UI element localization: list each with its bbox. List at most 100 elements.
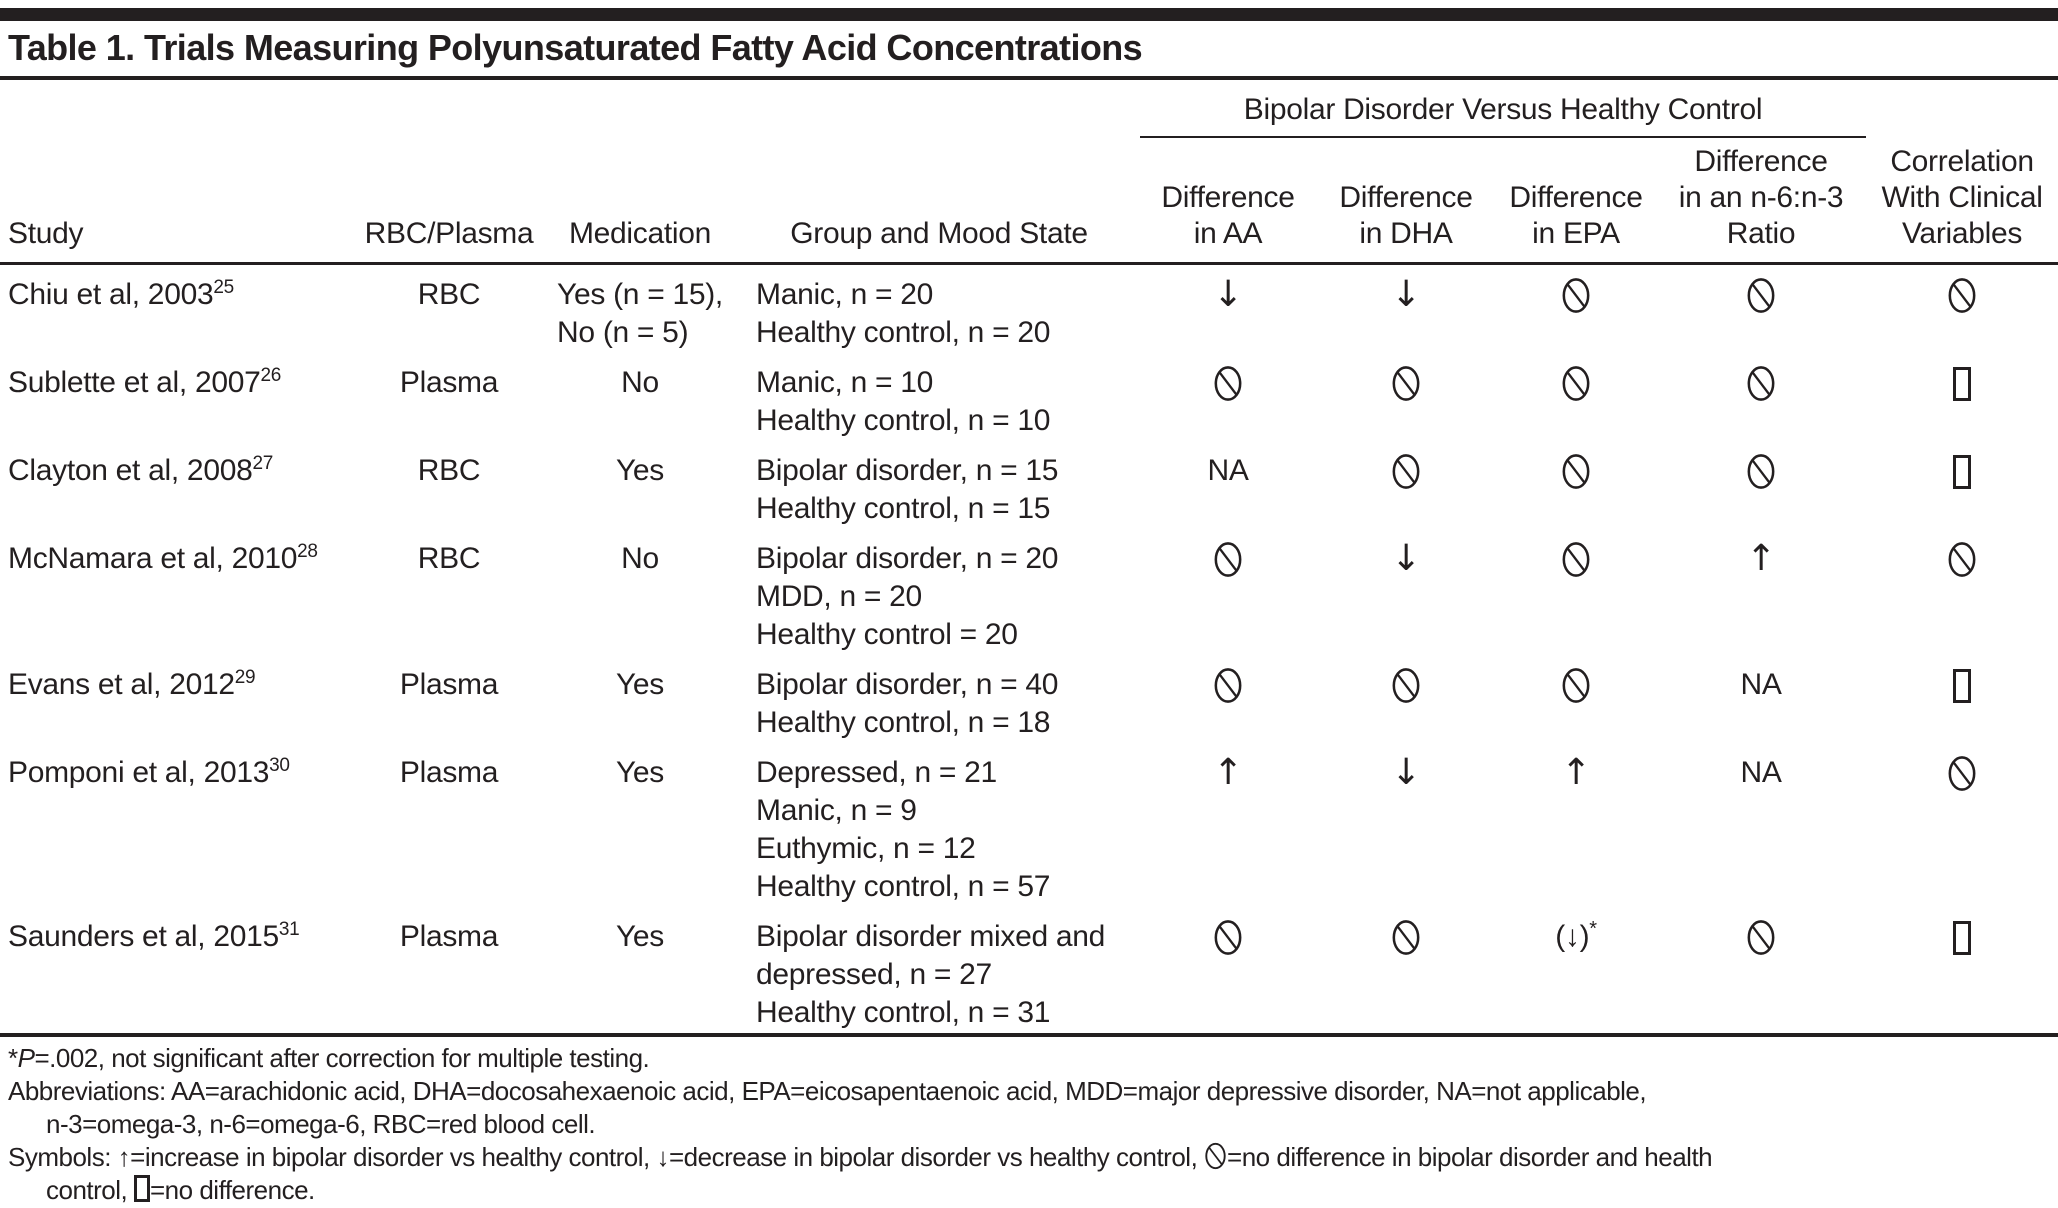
asterisk: * (8, 1043, 18, 1073)
group-mood-text: Bipolar disorder, n = 15 Healthy control… (756, 454, 1059, 525)
no-difference-circle-icon (1562, 454, 1590, 489)
column-header-study: Study (0, 137, 356, 265)
difference-epa-cell (1496, 353, 1656, 441)
column-header-difference-epa: Difference in EPA (1496, 137, 1656, 265)
table-bottom-rule (0, 1033, 2058, 1037)
study-name: Clayton et al, 2008 (8, 454, 253, 487)
study-cell: Clayton et al, 200827 (0, 441, 356, 529)
column-header-difference-n6-n3-ratio: Difference in an n-6:n-3 Ratio (1656, 137, 1867, 265)
table-row: Saunders et al, 201531 Plasma Yes Bipola… (0, 907, 2058, 1033)
decrease-arrow-icon: ↓ (1391, 752, 1421, 793)
no-difference-circle-icon (1747, 366, 1775, 401)
reference-superscript: 27 (252, 453, 274, 474)
table-row: Evans et al, 201229 Plasma Yes Bipolar d… (0, 655, 2058, 743)
decrease-arrow-icon: ↓ (1391, 274, 1421, 315)
medication-cell: Yes (542, 441, 738, 529)
difference-epa-cell: (↓)* (1496, 907, 1656, 1033)
difference-epa-cell (1496, 529, 1656, 655)
study-name: Evans et al, 2012 (8, 668, 235, 701)
group-mood-cell: Depressed, n = 21 Manic, n = 9 Euthymic,… (738, 743, 1140, 907)
correlation-cell (1866, 743, 2058, 907)
table-title: Table 1. Trials Measuring Polyunsaturate… (8, 27, 1143, 68)
footnote-symbols-line2: control, =no difference. (8, 1174, 2052, 1207)
table-row: Sublette et al, 200726 Plasma No Manic, … (0, 353, 2058, 441)
difference-aa-cell (1140, 353, 1316, 441)
top-rule-bar (0, 8, 2058, 21)
difference-dha-cell: ↓ (1316, 529, 1496, 655)
study-name: Sublette et al, 2007 (8, 366, 261, 399)
symbols-legend-text: =no difference in bipolar disorder and h… (1227, 1142, 1713, 1172)
footnote-abbreviations-line2: n-3=omega-3, n-6=omega-6, RBC=red blood … (46, 1109, 596, 1139)
pufa-trials-table: Bipolar Disorder Versus Healthy Control … (0, 80, 2058, 1033)
study-cell: Pomponi et al, 201330 (0, 743, 356, 907)
group-mood-text: Manic, n = 20 Healthy control, n = 20 (756, 278, 1051, 349)
no-difference-circle-icon (1392, 454, 1420, 489)
no-difference-circle-icon (1392, 920, 1420, 955)
sample-type-cell: RBC (417, 542, 481, 575)
symbols-legend-text: =no difference. (150, 1175, 315, 1205)
correlation-cell (1866, 353, 2058, 441)
no-difference-circle-icon (1562, 366, 1590, 401)
column-header-row: Study RBC/Plasma Medication Group and Mo… (0, 137, 2058, 265)
no-difference-circle-icon (1747, 920, 1775, 955)
decrease-arrow-icon: ↓ (1391, 538, 1421, 579)
group-mood-cell: Bipolar disorder mixed and depressed, n … (738, 907, 1140, 1033)
medication-text: No (621, 366, 659, 399)
study-name: McNamara et al, 2010 (8, 542, 298, 575)
footnote-symbols-line1: Symbols: ↑=increase in bipolar disorder … (8, 1141, 2052, 1174)
difference-ratio-cell: NA (1656, 743, 1866, 907)
sample-type-cell: Plasma (399, 366, 499, 399)
footnotes: *P=.002, not significant after correctio… (0, 1037, 2058, 1208)
table-row: McNamara et al, 201028 RBC No Bipolar di… (0, 529, 2058, 655)
footnote-abbreviations-line1: Abbreviations: AA=arachidonic acid, DHA=… (8, 1076, 1647, 1106)
p-value-italic: P (17, 1043, 35, 1073)
medication-cell: No (542, 529, 738, 655)
difference-ratio-cell (1656, 441, 1866, 529)
title-rule (0, 76, 2058, 80)
difference-ratio-cell: NA (1656, 655, 1866, 743)
study-cell: Evans et al, 201229 (0, 655, 356, 743)
spanner-spacer-left (0, 80, 1140, 137)
no-difference-box-icon (1953, 367, 1972, 401)
no-difference-box-icon (1953, 921, 1972, 955)
difference-ratio-cell (1656, 264, 1866, 354)
no-difference-circle-icon (1948, 756, 1976, 791)
sample-type-cell: Plasma (399, 756, 499, 789)
no-difference-circle-icon (1392, 366, 1420, 401)
study-cell: Sublette et al, 200726 (0, 353, 356, 441)
no-difference-circle-icon (1562, 278, 1590, 313)
group-mood-text: Bipolar disorder mixed and depressed, n … (756, 920, 1106, 1029)
difference-dha-cell (1316, 353, 1496, 441)
no-difference-circle-icon (1214, 668, 1242, 703)
difference-aa-cell (1140, 907, 1316, 1033)
difference-dha-cell: ↓ (1316, 264, 1496, 354)
symbols-legend-text: control, (46, 1175, 134, 1205)
study-cell: McNamara et al, 201028 (0, 529, 356, 655)
group-mood-text: Bipolar disorder, n = 40 Healthy control… (756, 668, 1059, 739)
medication-text: Yes (615, 756, 665, 789)
difference-epa-cell (1496, 441, 1656, 529)
medication-text: Yes (615, 668, 665, 701)
study-name: Saunders et al, 2015 (8, 920, 279, 953)
difference-epa-cell: ↑ (1496, 743, 1656, 907)
reference-superscript: 29 (234, 667, 256, 688)
table-row: Clayton et al, 200827 RBC Yes Bipolar di… (0, 441, 2058, 529)
medication-cell: No (542, 353, 738, 441)
group-mood-text: Bipolar disorder, n = 20 MDD, n = 20 Hea… (756, 542, 1059, 651)
medication-text: Yes (n = 15), No (n = 5) (557, 278, 723, 349)
no-difference-box-icon (134, 1175, 150, 1202)
difference-aa-cell: ↓ (1140, 264, 1316, 354)
difference-epa-cell (1496, 264, 1656, 354)
spanner-header-bipolar-vs-control: Bipolar Disorder Versus Healthy Control (1140, 80, 1867, 138)
no-difference-circle-icon (1214, 366, 1242, 401)
column-header-rbc-plasma: RBC/Plasma (356, 137, 542, 265)
difference-dha-cell: ↓ (1316, 743, 1496, 907)
no-difference-circle-icon (1948, 278, 1976, 313)
column-header-correlation-clinical-variables: Correlation With Clinical Variables (1866, 137, 2058, 265)
correlation-cell (1866, 655, 2058, 743)
study-cell: Chiu et al, 200325 (0, 264, 356, 354)
study-cell: Saunders et al, 201531 (0, 907, 356, 1033)
medication-cell: Yes (542, 743, 738, 907)
group-mood-text: Manic, n = 10 Healthy control, n = 10 (756, 366, 1051, 437)
